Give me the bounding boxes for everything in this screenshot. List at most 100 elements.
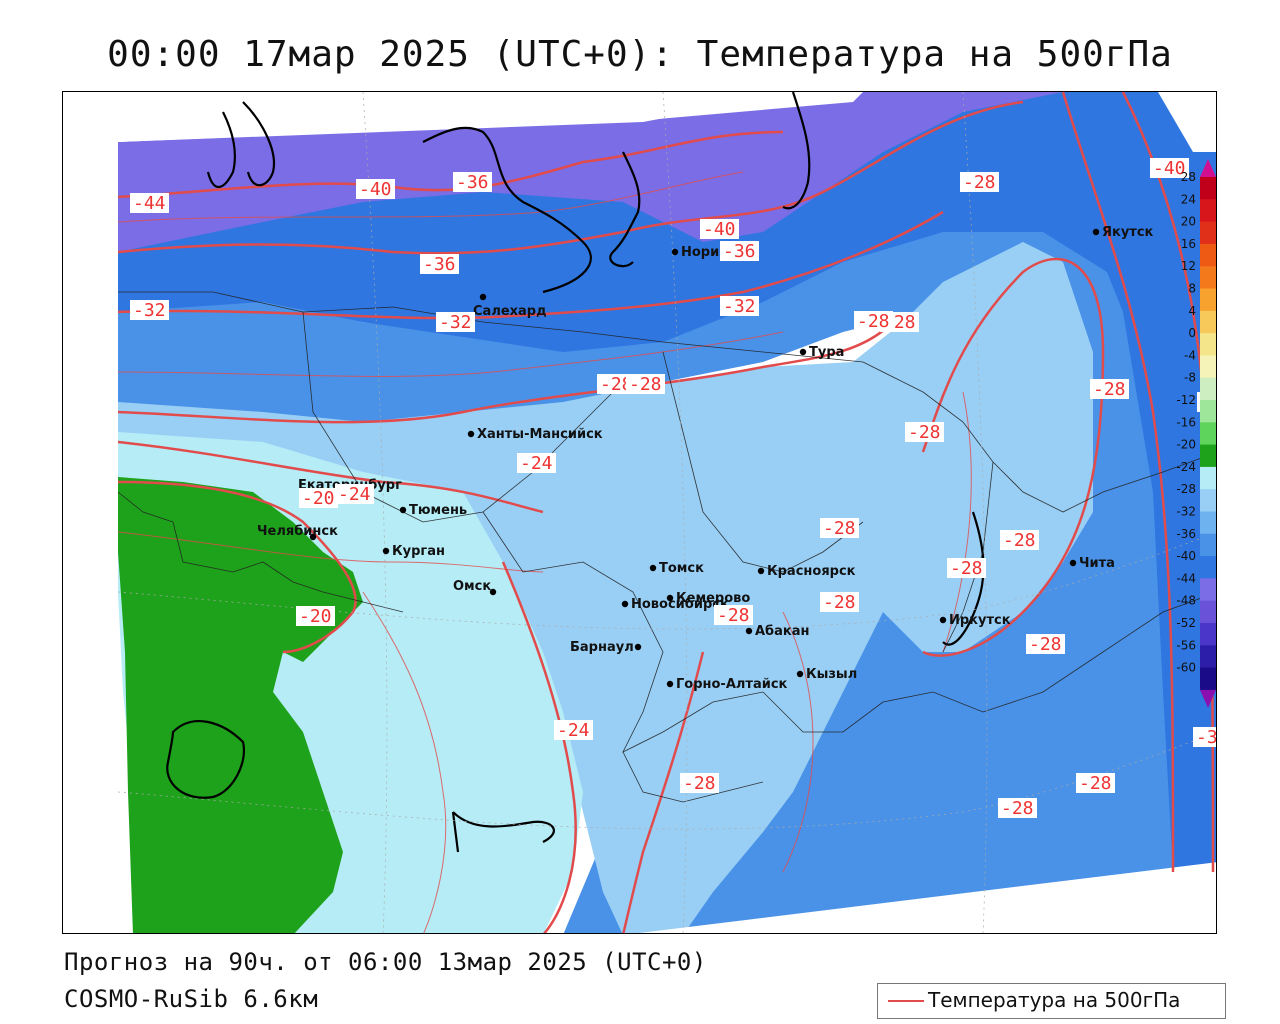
city-label: Красноярск — [767, 564, 856, 579]
city-label: Чита — [1079, 556, 1115, 571]
isotherm-label-bg — [335, 484, 374, 504]
outside-domain-se — [639, 862, 1216, 933]
city-label: Горно-Алтайск — [676, 677, 788, 692]
city-dot — [399, 506, 407, 514]
city-label: Новосибирск — [631, 597, 729, 612]
isotherm-label: -28 — [629, 374, 662, 395]
isotherm-label-bg — [820, 592, 859, 612]
isotherm-label-bg — [820, 518, 859, 538]
isotherm-label: -20 — [299, 606, 332, 627]
isotherm-label-bg — [960, 172, 999, 192]
city-markers: ЯкутскНорильскСалехардТураХанты-Мансийск… — [257, 225, 1154, 692]
map-panel[interactable]: Якутск Норильск Салехард Тура Ханты-Мансийск… — [62, 91, 1217, 934]
isotherm-label: -28 — [908, 422, 941, 443]
isotherm-label-bg — [1150, 158, 1189, 178]
isotherm-label: -36 — [423, 254, 456, 275]
city-label: Томск — [659, 561, 704, 576]
isotherm-label-bg — [998, 798, 1037, 818]
city-dot — [467, 430, 475, 438]
city-dot — [489, 588, 497, 596]
isotherm-label: -40 — [359, 179, 392, 200]
isotherm-label: -36 — [456, 172, 489, 193]
isotherm-label: -28 — [857, 311, 890, 332]
isotherm-label-bg — [130, 193, 169, 213]
isotherm-label-bg — [680, 773, 719, 793]
isotherm-label-bg — [296, 606, 335, 626]
isotherm-label-bg — [854, 311, 893, 331]
isotherm-label: -32 — [439, 312, 472, 333]
isotherm-label-bg — [905, 422, 944, 442]
isotherm-label: -28 — [1029, 634, 1062, 655]
field-band-above-20 — [118, 477, 363, 933]
isotherm-label-bg — [453, 172, 492, 192]
isotherm-label: -28 — [683, 773, 716, 794]
city-dot — [671, 248, 679, 256]
isotherm-label-bg — [299, 488, 338, 508]
isotherm-label: -44 — [133, 193, 166, 214]
city-dot — [621, 600, 629, 608]
city-label: Тюмень — [409, 503, 467, 518]
isotherm-label: -28 — [823, 518, 856, 539]
city-label: Челябинск — [257, 524, 338, 539]
isotherm-label-bg — [130, 300, 169, 320]
isotherm-label-bg — [947, 558, 986, 578]
map-title: 00:00 17мар 2025 (UTC+0): Температура на… — [107, 34, 1173, 75]
city-dot — [666, 680, 674, 688]
isotherm-label: -32 — [133, 300, 166, 321]
isotherm-label-bg — [1000, 530, 1039, 550]
isotherm-label-bg — [720, 296, 759, 316]
isotherm-label: -28 — [717, 605, 750, 626]
isotherm-label-bg — [714, 605, 753, 625]
isotherm-label-bg — [1193, 727, 1216, 747]
legend: Температура на 500гПа — [877, 983, 1226, 1019]
isotherm-label: -36 — [723, 241, 756, 262]
isotherm-label: -36 — [1200, 392, 1217, 413]
city-dot — [1092, 228, 1100, 236]
field-cold-core — [653, 112, 823, 212]
field-band-40-36 — [118, 92, 1216, 892]
isotherm-label-bg — [420, 254, 459, 274]
city-dot — [666, 594, 674, 602]
temperature-map: ЯкутскНорильскСалехардТураХанты-Мансийск… — [63, 92, 1217, 933]
city-label: Кемерово — [676, 591, 750, 606]
city-label: Тура — [809, 345, 844, 360]
isotherms — [117, 92, 1215, 933]
isotherm-label: -28 — [1003, 530, 1036, 551]
city-label: Кызыл — [806, 667, 857, 682]
city-label: Абакан — [755, 624, 810, 639]
admin-borders — [117, 291, 1216, 803]
city-label: Иркутск — [949, 613, 1011, 628]
isotherm-label: -28 — [963, 172, 996, 193]
isotherm-label: -24 — [338, 484, 371, 505]
coastlines — [166, 92, 985, 853]
isotherm-label-bg — [1090, 379, 1129, 399]
city-label: Омск — [453, 579, 491, 594]
isotherm-label: -40 — [703, 219, 736, 240]
city-dot — [382, 547, 390, 555]
isotherm-label-bg — [626, 374, 665, 394]
isotherm-label: -32 — [723, 296, 756, 317]
isotherm-label: -28 — [600, 374, 633, 395]
city-dot — [649, 564, 657, 572]
model-info: COSMO-RuSib 6.6км — [64, 985, 319, 1013]
isotherm-label: -40 — [1153, 158, 1186, 179]
city-dot — [799, 348, 807, 356]
isotherm-label: -28 — [823, 592, 856, 613]
city-dot — [745, 627, 753, 635]
isotherm-label: -28 — [1093, 379, 1126, 400]
city-label: Барнаул — [570, 640, 634, 655]
isotherm-label-bg — [436, 312, 475, 332]
isotherm-label-bg — [356, 179, 395, 199]
isotherm-label: -28 — [1079, 773, 1112, 794]
forecast-info: Прогноз на 90ч. от 06:00 13мар 2025 (UTC… — [64, 948, 707, 976]
city-label: Якутск — [1102, 225, 1154, 240]
isotherm-label: -28 — [950, 558, 983, 579]
isotherm-label: -28 — [1001, 798, 1034, 819]
city-dot — [796, 670, 804, 678]
isotherm-label-bg — [554, 720, 593, 740]
isotherm-label-bg — [700, 219, 739, 239]
isotherm-labels: -44-40 -36-36-32-32-28-28-24-24-20-20-40-… — [130, 158, 1217, 819]
isotherm-label: -36 — [1196, 727, 1217, 748]
field-band-below-40 — [118, 92, 1163, 262]
legend-label: Температура на 500гПа — [928, 988, 1181, 1012]
